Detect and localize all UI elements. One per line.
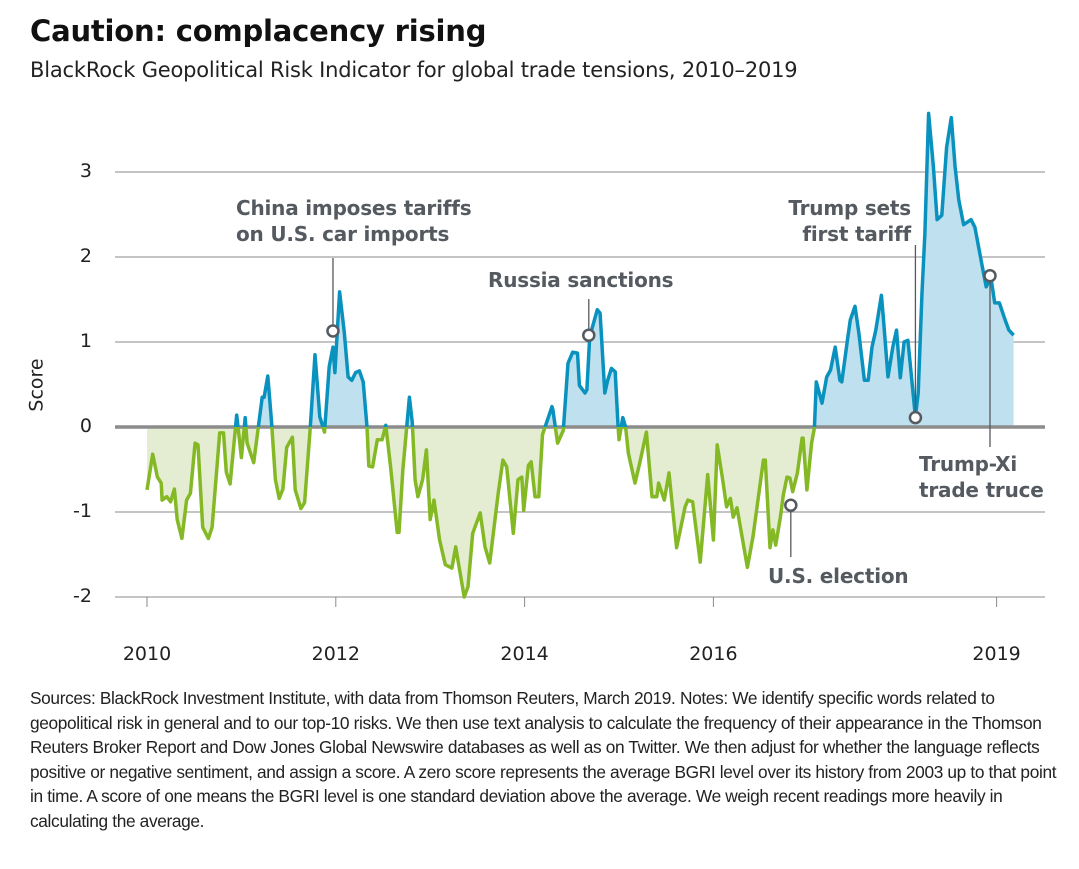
x-tick-label: 2019 (972, 643, 1021, 665)
positive-area (147, 113, 1014, 427)
series-line-positive (233, 111, 1015, 427)
chart-subtitle: BlackRock Geopolitical Risk Indicator fo… (30, 58, 798, 82)
x-tick-label: 2014 (500, 643, 549, 665)
x-tick-label: 2016 (689, 643, 738, 665)
annotation-marker (908, 410, 923, 425)
annotation-line: on U.S. car imports (236, 222, 450, 246)
series-line-negative (145, 427, 817, 599)
annotation-line: first tariff (802, 222, 911, 246)
annotation-marker (326, 324, 340, 338)
annotation-trump-first-tariff: Trump sets first tariff (785, 195, 914, 247)
annotation-marker (784, 498, 798, 512)
annotation-line: Trump sets (788, 196, 911, 220)
y-tick-label: 2 (79, 245, 92, 267)
footnote: Sources: BlackRock Investment Institute,… (30, 688, 1057, 831)
annotation-line: trade truce (919, 478, 1044, 502)
y-tick-label: -2 (73, 585, 92, 607)
annotation-russia-sanctions: Russia sanctions (485, 267, 677, 293)
y-tick-label: 1 (79, 330, 92, 352)
annotation-line: Russia sanctions (488, 268, 674, 292)
annotation-line: Trump-Xi (919, 452, 1018, 476)
annotation-china-tariffs: China imposes tariffs on U.S. car import… (233, 195, 475, 247)
y-axis-label: Score (25, 358, 48, 412)
annotation-us-election: U.S. election (765, 563, 912, 589)
y-tick-label: 3 (79, 160, 92, 182)
annotation-trump-xi-truce: Trump-Xi trade truce (916, 451, 1047, 503)
annotation-marker (582, 328, 596, 342)
x-tick-label: 2012 (311, 643, 360, 665)
y-tick-label: 0 (79, 415, 92, 437)
chart-title: Caution: complacency rising (30, 14, 487, 48)
annotation-line: China imposes tariffs (236, 196, 472, 220)
x-tick-label: 2010 (122, 643, 172, 665)
annotation-marker (983, 268, 997, 283)
y-tick-label: -1 (73, 500, 92, 522)
annotation-line: U.S. election (768, 564, 909, 588)
